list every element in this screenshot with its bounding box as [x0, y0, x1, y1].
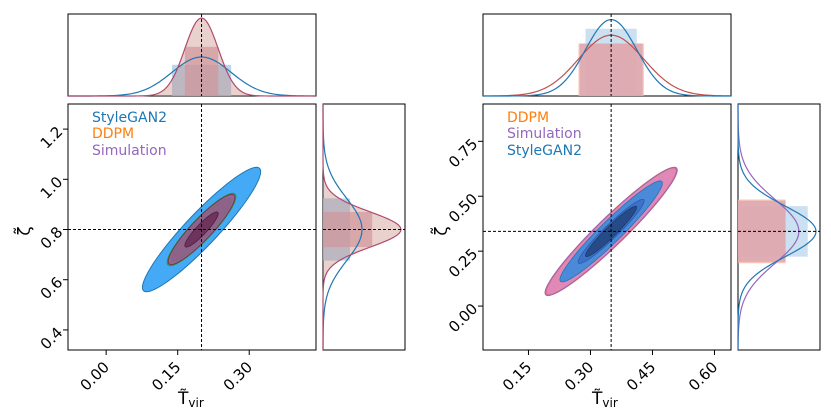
right-legend-stylegan2: StyleGAN2 [507, 143, 582, 159]
right-corner-plot: 0.15 0.30 0.45 0.60 0.000.250.500.75 DDPM S… [430, 13, 821, 410]
right-top-marginal [482, 13, 732, 97]
x-tick-label: 0.45 [623, 358, 659, 394]
left-right-marginal [322, 103, 406, 351]
y-tick-label: 0.50 [445, 190, 481, 226]
x-tick-label: 0.60 [685, 358, 721, 394]
left-y-axis-label: ζ̃ [13, 226, 35, 235]
y-tick-label: 0.75 [445, 135, 481, 171]
right-x-ticks: 0.15 0.30 0.45 0.60 [499, 350, 721, 394]
left-x-ticks: 0.00 0.15 0.30 [77, 350, 256, 394]
left-right-marginal-curve-stylegan2 [322, 104, 363, 351]
left-x-axis-label: T̃vir [177, 388, 204, 410]
left-top-marginal [67, 13, 317, 97]
left-top-marginal-fill-simulation [68, 18, 316, 97]
right-joint-frame [482, 103, 732, 351]
left-legend-stylegan2: StyleGAN2 [92, 110, 167, 126]
y-tick-label: 0.25 [445, 245, 481, 281]
left-right-marginal-curve-simulation [322, 104, 402, 350]
y-tick-label: 1.0 [37, 173, 67, 203]
left-corner-plot: 0.00 0.15 0.30 0.4 0.6 0.8 1.0 1.2 StyleGAN2 D… [13, 13, 406, 410]
right-x-axis-label: T̃vir [591, 388, 618, 410]
y-tick-label: 0.8 [37, 223, 67, 253]
left-joint-panel: 0.00 0.15 0.30 0.4 0.6 0.8 1.0 1.2 StyleGAN2 D… [13, 103, 317, 410]
right-right-marginal-curve-simulation [737, 103, 800, 351]
right-legend-simulation: Simulation [507, 126, 582, 142]
x-tick-label: 0.30 [220, 358, 256, 394]
x-tick-label: 0.00 [77, 358, 113, 394]
right-right-marginal-curve-stylegan2 [737, 104, 817, 350]
left-legend-simulation: Simulation [92, 143, 167, 159]
right-joint-panel: 0.15 0.30 0.45 0.60 0.000.250.500.75 DDPM S… [430, 103, 732, 410]
right-legend-ddpm: DDPM [507, 110, 549, 126]
right-top-marginal-curve-ddpm [482, 34, 732, 97]
y-tick-label: 1.2 [37, 123, 67, 153]
left-legend-ddpm: DDPM [92, 126, 134, 142]
right-top-marginal-curve-stylegan2 [483, 18, 731, 97]
left-y-ticks: 0.4 0.6 0.8 1.0 1.2 [37, 123, 68, 353]
x-tick-label: 0.15 [499, 358, 535, 394]
y-tick-label: 0.6 [37, 273, 67, 303]
y-tick-label: 0.4 [37, 324, 67, 354]
left-top-marginal-curve-simulation [68, 17, 316, 97]
left-joint-frame [67, 103, 317, 351]
right-right-marginal [737, 103, 821, 351]
y-tick-label: 0.00 [445, 300, 481, 336]
right-y-axis-label: ζ̃ [430, 226, 452, 235]
